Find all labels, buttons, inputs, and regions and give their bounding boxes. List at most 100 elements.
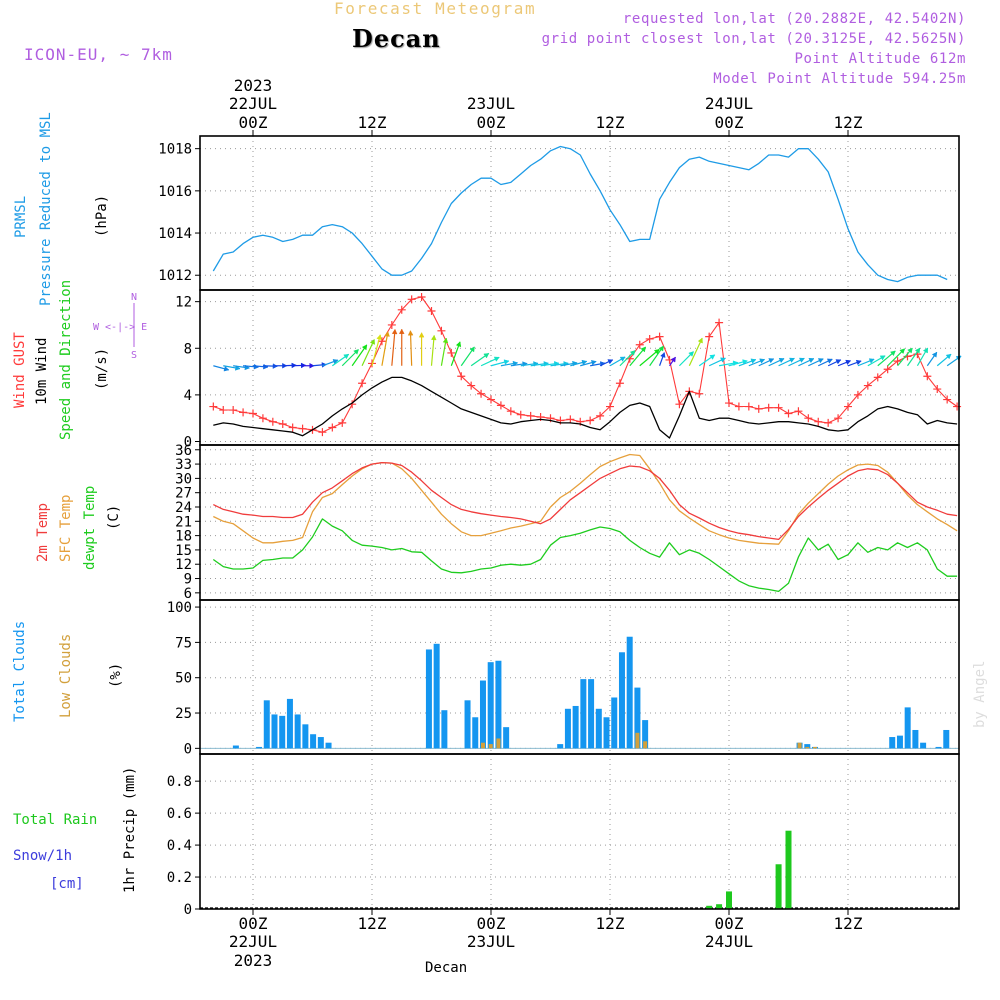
y-tick-label: 6 bbox=[184, 586, 192, 602]
x-tick-hour: 12Z bbox=[834, 113, 863, 132]
wind-direction-arrowhead bbox=[750, 358, 757, 364]
precip-label-snow-unit: [cm] bbox=[50, 876, 84, 892]
pressure-labels: PRMSL Pressure Reduced to MSL (hPa) bbox=[13, 112, 110, 306]
gust-marker bbox=[427, 306, 436, 315]
wind-direction-arrowhead bbox=[835, 359, 842, 365]
gust-marker bbox=[387, 320, 396, 329]
gust-marker bbox=[893, 357, 902, 366]
gust-marker bbox=[615, 379, 624, 388]
low-cloud-bar bbox=[797, 742, 802, 749]
y-tick-label: 1014 bbox=[158, 226, 192, 242]
total-cloud-bar bbox=[920, 742, 927, 749]
grid-point-coords: grid point closest lon,lat (20.3125E, 42… bbox=[541, 31, 966, 47]
y-tick-label: 0 bbox=[184, 435, 192, 451]
axis-layer: 1012101410161018048126912151821242730333… bbox=[158, 76, 863, 970]
gust-marker bbox=[278, 420, 287, 429]
total-cloud-bar bbox=[232, 745, 239, 749]
gust-marker bbox=[239, 408, 248, 417]
y-tick-label: 21 bbox=[175, 514, 192, 530]
pressure-unit: (hPa) bbox=[94, 195, 110, 237]
pressure-label-reduced: Pressure Reduced to MSL bbox=[38, 112, 54, 306]
wind-direction-arrowhead bbox=[945, 353, 952, 360]
gust-marker bbox=[675, 400, 684, 409]
rain-bar bbox=[775, 864, 782, 909]
x-tick-day: 22JUL bbox=[229, 94, 277, 113]
gust-marker bbox=[863, 381, 872, 390]
wind-direction-arrowhead bbox=[789, 357, 795, 363]
x-tick-hour: 12Z bbox=[358, 914, 387, 933]
gust-marker bbox=[368, 359, 376, 368]
gust-marker bbox=[437, 326, 446, 335]
y-tick-label: 18 bbox=[175, 529, 192, 545]
gust-marker bbox=[834, 414, 843, 423]
wind-direction-arrowhead bbox=[369, 338, 375, 345]
gust-marker bbox=[397, 305, 406, 314]
gust-marker bbox=[586, 416, 595, 425]
wind-labels: Wind GUST 10m Wind Speed and Direction (… bbox=[12, 280, 147, 440]
wind-direction-arrowhead bbox=[768, 358, 775, 364]
total-cloud-bar bbox=[572, 705, 579, 749]
wind-direction-arrowhead bbox=[697, 337, 703, 344]
y-tick-label: 1012 bbox=[158, 268, 192, 284]
wind-direction-arrow bbox=[430, 335, 435, 366]
wind-label-gust: Wind GUST bbox=[12, 332, 28, 408]
panel-frame-temp bbox=[199, 444, 960, 601]
wind-direction-arrow bbox=[440, 338, 447, 366]
temp-label-dewpt: dewpt Temp bbox=[82, 486, 98, 570]
bottom-location: Decan bbox=[425, 960, 467, 976]
wind-direction-arrowhead bbox=[931, 351, 938, 358]
wind-direction-arrowhead bbox=[343, 353, 350, 360]
gust-marker bbox=[596, 411, 605, 420]
wind-label-10m: 10m Wind bbox=[34, 338, 50, 405]
wind-direction-arrowhead bbox=[430, 334, 437, 341]
wind-direction-arrowhead bbox=[581, 359, 588, 366]
wind-direction-arrowhead bbox=[263, 363, 269, 370]
wind-direction-arrowhead bbox=[442, 337, 449, 344]
gust-marker bbox=[338, 418, 347, 427]
wind-direction-arrowhead bbox=[826, 358, 833, 364]
total-cloud-bar bbox=[889, 737, 896, 749]
wind-direction-arrowhead bbox=[817, 358, 824, 364]
wind-direction-arrowhead bbox=[376, 334, 382, 341]
wind-direction-arrow bbox=[381, 331, 389, 366]
wind-direction-arrowhead bbox=[808, 357, 815, 364]
total-cloud-bar bbox=[256, 746, 263, 749]
wind-line bbox=[213, 376, 958, 439]
gust-marker bbox=[516, 410, 525, 419]
total-cloud-bar bbox=[588, 679, 595, 749]
wind-direction-arrowhead bbox=[759, 358, 766, 364]
total-cloud-bar bbox=[595, 708, 602, 749]
low-cloud-bar bbox=[805, 746, 810, 749]
total-cloud-bar bbox=[611, 697, 618, 749]
x-tick-hour: 00Z bbox=[239, 914, 268, 933]
wind-direction-arrowhead bbox=[688, 351, 694, 357]
y-tick-label: 30 bbox=[175, 471, 192, 487]
gust-marker bbox=[824, 418, 833, 427]
gust-marker bbox=[953, 402, 962, 411]
sfc-temp-line bbox=[213, 453, 958, 545]
temp-label-2m: 2m Temp bbox=[35, 503, 51, 562]
wind-direction-arrowhead bbox=[607, 359, 614, 365]
y-tick-label: 50 bbox=[175, 671, 192, 687]
y-tick-label: 100 bbox=[167, 600, 192, 616]
wind-direction-arrowhead bbox=[742, 359, 748, 365]
wind-direction-arrowhead bbox=[391, 328, 398, 335]
gust-marker bbox=[715, 318, 724, 327]
total-cloud-bar bbox=[279, 715, 286, 749]
wind-direction-arrowhead bbox=[868, 358, 875, 364]
wind-direction-arrowhead bbox=[407, 330, 414, 336]
low-cloud-bar bbox=[635, 732, 640, 749]
grid-layer bbox=[200, 136, 959, 910]
compass-west-east: W <-|-> E bbox=[93, 322, 147, 333]
wind-direction-arrowhead bbox=[503, 359, 510, 365]
gust-marker bbox=[377, 337, 386, 346]
rain-bar bbox=[716, 904, 723, 909]
gust-marker bbox=[923, 372, 932, 381]
total-cloud-bar bbox=[912, 729, 919, 749]
gust-marker bbox=[526, 411, 535, 420]
gust-marker bbox=[298, 424, 307, 433]
temp-unit: (C) bbox=[106, 505, 122, 530]
top-title: Forecast Meteogram bbox=[334, 0, 537, 18]
pressure-label-prmsl: PRMSL bbox=[13, 196, 29, 238]
total-cloud-bar bbox=[472, 717, 479, 749]
